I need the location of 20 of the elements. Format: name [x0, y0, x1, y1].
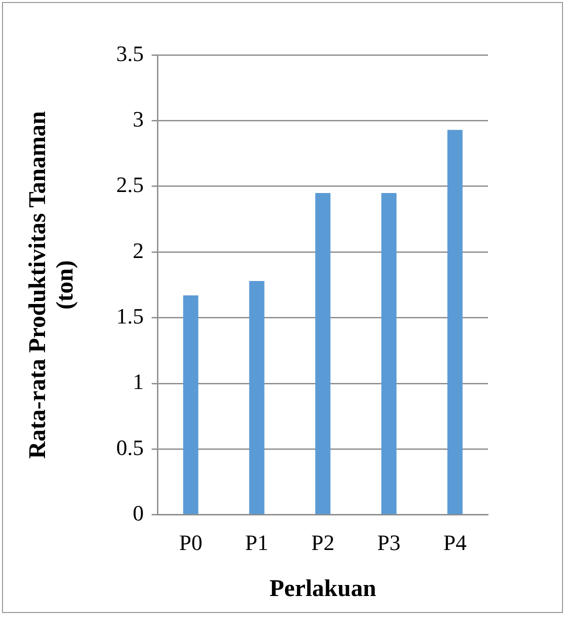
- y-axis-title: Rata-rata Produktivitas Tanaman (ton): [25, 111, 79, 459]
- y-tick-label: 0: [132, 500, 144, 526]
- y-tick-label: 3.5: [116, 40, 144, 66]
- bar: [381, 192, 397, 514]
- x-axis-title: Perlakuan: [270, 576, 376, 602]
- bar: [183, 295, 198, 514]
- y-tick-label: 1.5: [116, 304, 144, 329]
- y-tick-label: 2: [132, 238, 144, 263]
- bar: [315, 192, 330, 514]
- y-tick-label: 1: [132, 369, 144, 394]
- y-tick-label: 3: [132, 106, 144, 132]
- x-tick-label: P3: [377, 530, 401, 555]
- x-tick-label: P4: [443, 530, 467, 555]
- x-tick-label: P0: [179, 530, 202, 555]
- bar: [447, 130, 463, 514]
- y-tick-label: 2.5: [116, 172, 144, 198]
- x-tick-label: P2: [311, 530, 334, 555]
- x-tick-label: P1: [245, 530, 268, 555]
- bar: [249, 280, 264, 514]
- y-tick-label: 0.5: [116, 434, 144, 460]
